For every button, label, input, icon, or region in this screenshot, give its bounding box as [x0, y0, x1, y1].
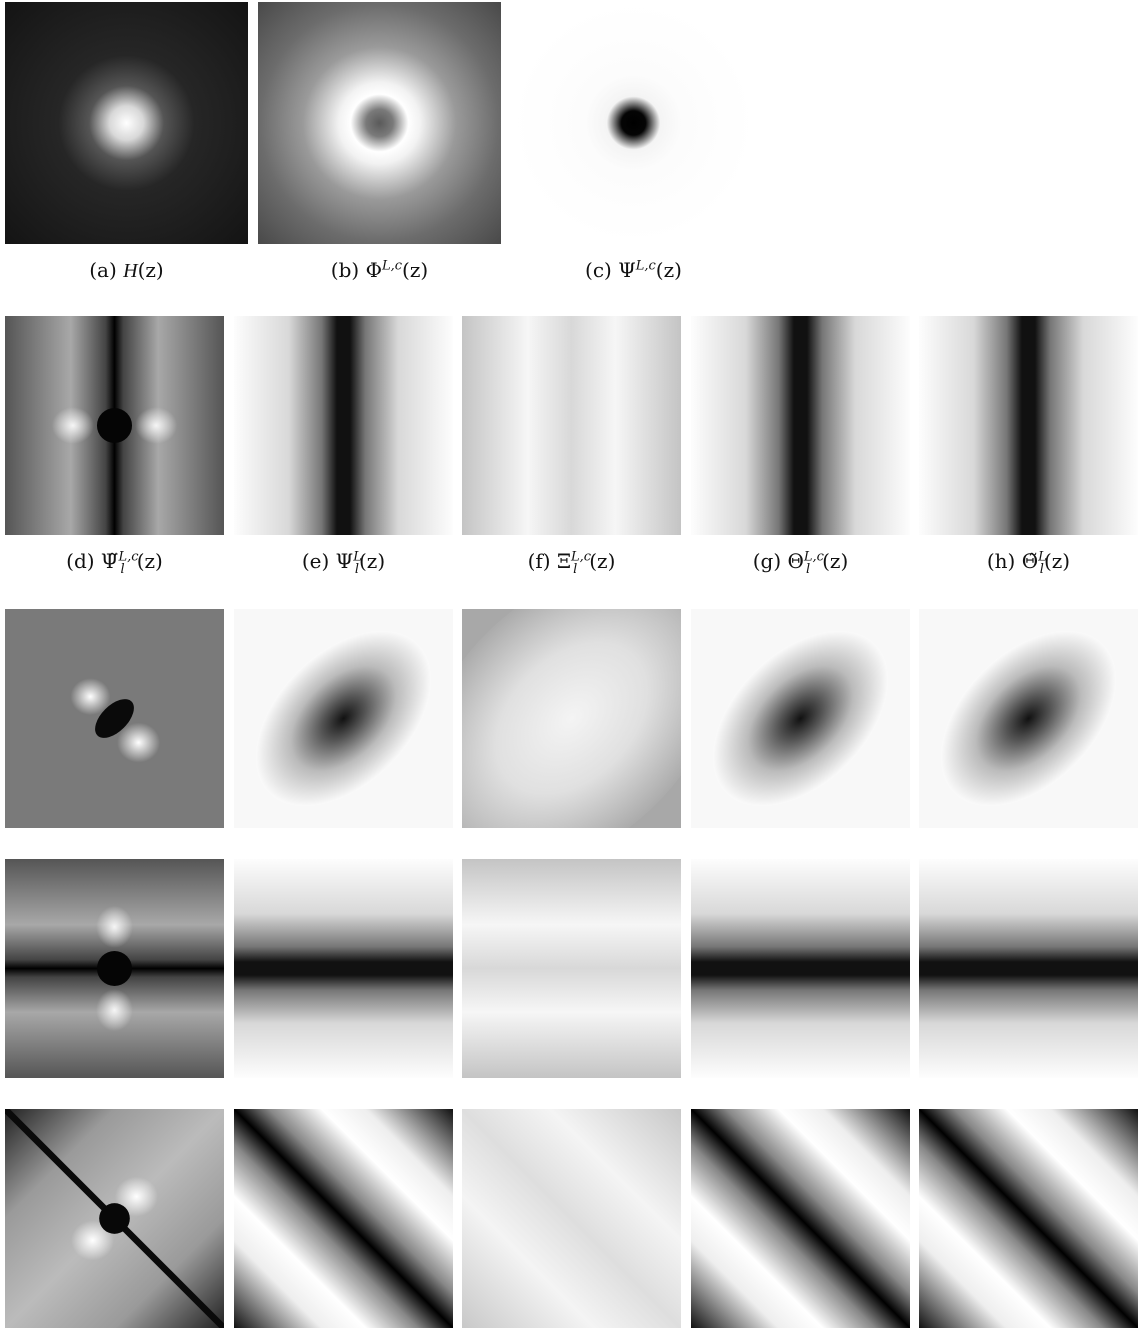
caption-c: (c) ΨL,c(z) [585, 258, 682, 282]
panel-row3-col2-image [234, 609, 453, 828]
caption-a: (a) H(z) [89, 258, 164, 282]
panel-e-image [234, 316, 453, 535]
panel-h-image [919, 316, 1138, 535]
panel-row3-col1-image [5, 609, 224, 828]
panel-row5-col2-image [234, 1109, 453, 1328]
caption-h: (h) Θ̃Ll(z) [986, 549, 1071, 577]
panel-row4-col2-image [234, 859, 453, 1078]
panel-row5-col4-image [691, 1109, 910, 1328]
caption-d: (d) Ψ̃L,cl (z) [66, 549, 163, 577]
panel-row4-col1-image [5, 859, 224, 1078]
panel-f-image [462, 316, 681, 535]
panel-row5-col1-image [5, 1109, 224, 1328]
caption-e: (e) ΨLl(z) [301, 549, 386, 577]
panel-row4-col3-image [462, 859, 681, 1078]
panel-g-image [691, 316, 910, 535]
panel-b-image [258, 2, 501, 244]
panel-row4-col5-image [919, 859, 1138, 1078]
panel-row4-col4-image [691, 859, 910, 1078]
panel-a-image [5, 2, 248, 244]
panel-d-image [5, 316, 224, 535]
caption-f: (f) ΞL,cl (z) [527, 549, 616, 577]
caption-b: (b) ΦL,c(z) [330, 258, 429, 282]
panel-row3-col3-image [462, 609, 681, 828]
panel-row5-col3-image [462, 1109, 681, 1328]
panel-row3-col5-image [919, 609, 1138, 828]
panel-c-image [512, 2, 755, 244]
caption-g: (g) ΘL,cl (z) [752, 549, 849, 577]
panel-row3-col4-image [691, 609, 910, 828]
panel-row5-col5-image [919, 1109, 1138, 1328]
